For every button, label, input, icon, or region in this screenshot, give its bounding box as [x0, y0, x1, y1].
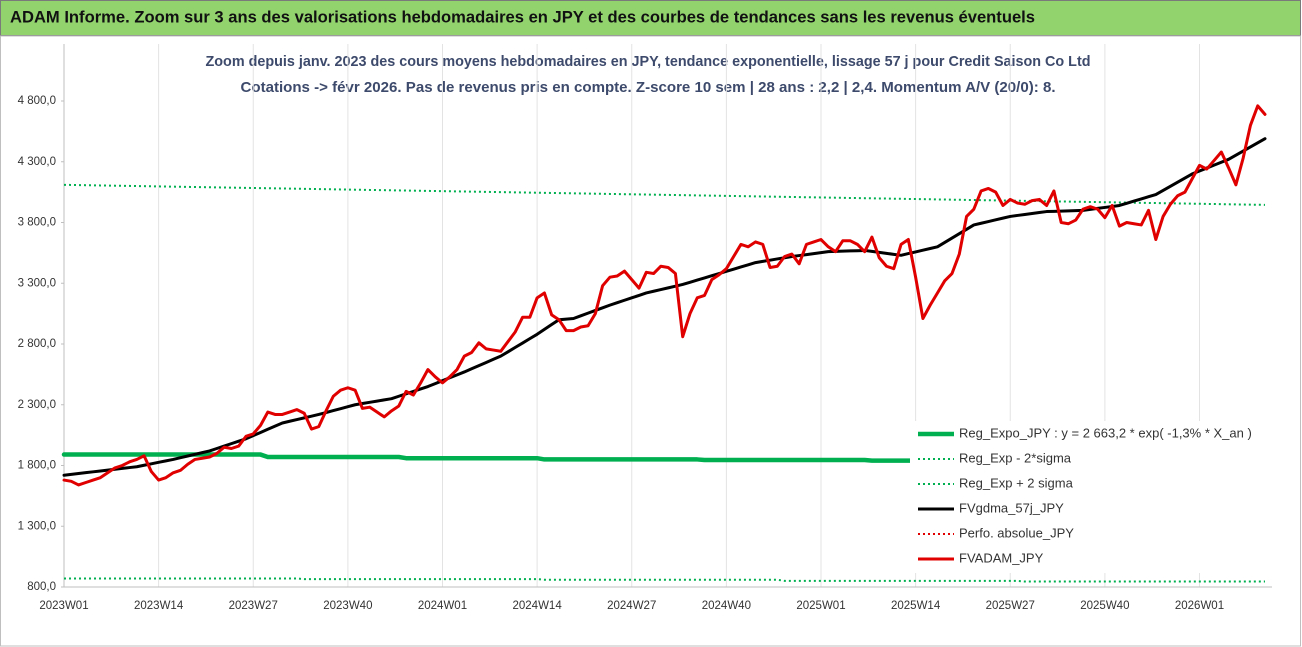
legend-label: Perfo. absolue_JPY: [959, 525, 1074, 540]
x-tick-label: 2023W01: [39, 600, 88, 612]
x-tick-label: 2026W01: [1175, 600, 1224, 612]
y-tick-label: 3 800,0: [18, 217, 56, 229]
chart-title: ADAM Informe. Zoom sur 3 ans des valoris…: [10, 7, 1035, 26]
legend-label: Reg_Exp + 2 sigma: [959, 475, 1074, 490]
y-tick-label: 2 300,0: [18, 399, 56, 411]
legend-label: FVgdma_57j_JPY: [959, 500, 1064, 515]
y-tick-label: 1 800,0: [18, 460, 56, 472]
legend-box: [910, 421, 1268, 573]
series-line: [63, 183, 1266, 206]
title-banner: [0, 0, 1301, 36]
series-line: [62, 137, 1267, 477]
x-tick-label: 2025W01: [796, 600, 845, 612]
x-tick-label: 2023W27: [229, 600, 278, 612]
series-line: [64, 577, 1265, 583]
x-tick-label: 2024W01: [418, 600, 467, 612]
x-tick-label: 2025W14: [891, 600, 941, 612]
y-tick-label: 1 300,0: [18, 520, 56, 532]
y-tick-label: 4 300,0: [18, 156, 56, 168]
chart-subtitle: Zoom depuis janv. 2023 des cours moyens …: [206, 53, 1091, 70]
legend-label: Reg_Exp - 2*sigma: [959, 450, 1072, 465]
x-tick-label: 2025W40: [1080, 600, 1129, 612]
chart-subtitle: Cotations -> févr 2026. Pas de revenus p…: [241, 79, 1056, 96]
x-tick-label: 2024W40: [702, 600, 751, 612]
x-tick-label: 2024W27: [607, 600, 656, 612]
y-tick-label: 3 300,0: [18, 277, 56, 289]
x-tick-label: 2023W40: [323, 600, 372, 612]
x-tick-label: 2025W27: [986, 600, 1035, 612]
y-tick-label: 2 800,0: [18, 338, 56, 350]
chart-frame: [0, 35, 1301, 647]
x-tick-label: 2023W14: [134, 600, 184, 612]
y-tick-label: 800,0: [27, 581, 56, 593]
series-line: [62, 104, 1267, 487]
legend-label: Reg_Expo_JPY : y = 2 663,2 * exp( -1,3% …: [959, 425, 1252, 440]
y-tick-label: 4 800,0: [18, 95, 56, 107]
x-tick-label: 2024W14: [513, 600, 563, 612]
legend-label: FVADAM_JPY: [959, 550, 1044, 565]
